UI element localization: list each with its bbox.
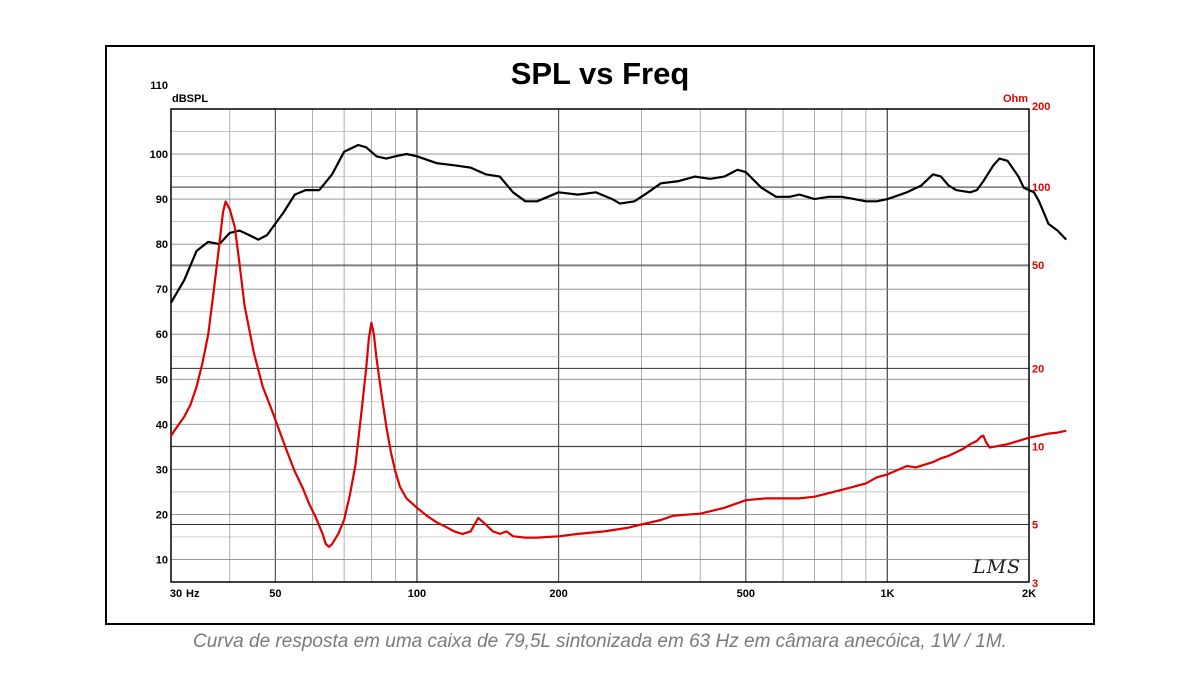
x-tick-label: 200 [549,588,567,600]
y2-tick-label: 200 [1032,101,1050,113]
y2-tick-label: 10 [1032,441,1044,453]
spl-curve [170,143,1067,304]
x-tick-label: 30 [170,588,182,600]
plot-border [170,108,1030,583]
y2-tick-label: 5 [1032,519,1038,531]
y-tick-label: 90 [156,194,168,206]
y-tick-label: 50 [156,374,168,386]
y2-tick-label: 100 [1032,182,1050,194]
x-tick-label: 100 [408,588,426,600]
y2-axis-label: Ohm [1003,93,1028,105]
y-tick-label: 20 [156,509,168,521]
figure-caption: Curva de resposta em uma caixa de 79,5L … [193,631,1007,652]
y2-tick-label: 50 [1032,260,1044,272]
y-tick-label: 80 [156,239,168,251]
outer-frame [105,45,1095,625]
y-tick-label: 10 [156,554,168,566]
x-axis-unit: Hz [186,588,200,600]
x-tick-label: 50 [269,588,281,600]
y2-tick-label: 3 [1032,578,1038,590]
impedance-curve [170,200,1067,548]
y-tick-label: 110 [150,80,168,92]
y-axis-label: dBSPL [172,93,208,105]
y2-tick-label: 20 [1032,363,1044,375]
series-layer [170,143,1067,548]
y-tick-label: 70 [156,284,168,296]
x-tick-label: 2K [1022,588,1036,600]
y-tick-label: 30 [156,464,168,476]
x-tick-label: 500 [737,588,755,600]
y-tick-label: 100 [150,149,168,161]
y-tick-label: 60 [156,329,168,341]
chart-title: SPL vs Freq [511,56,690,91]
axis-labels: 10 20 30 40 50 60 70 80 90 100 110 dBSPL 3 5 10 20 50 100… [150,80,1051,600]
watermark-logo: LMS [972,556,1021,578]
y-tick-label: 40 [156,419,168,431]
x-tick-label: 1K [880,588,894,600]
